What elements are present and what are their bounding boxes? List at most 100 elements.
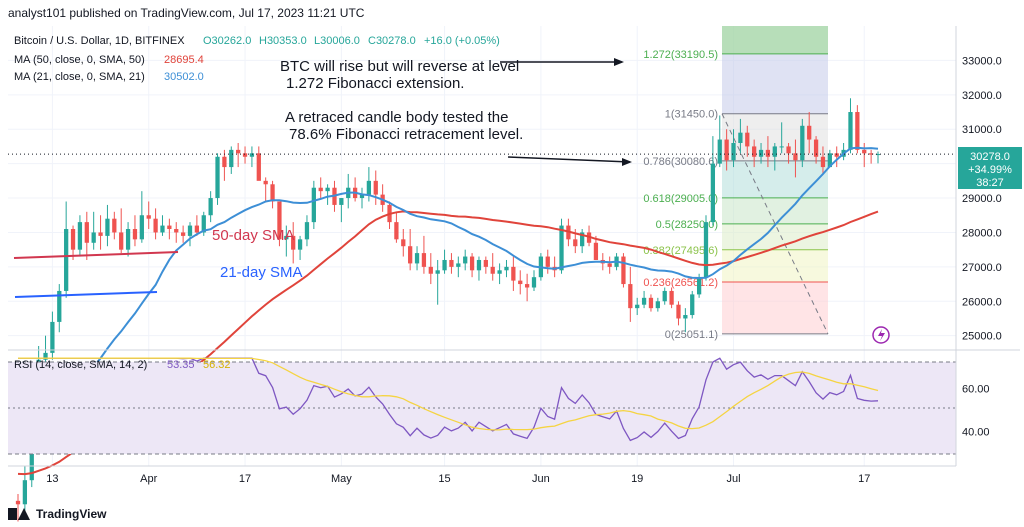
candle-body <box>366 180 372 195</box>
price-tick-label: 28000.0 <box>962 227 1002 239</box>
candle-body <box>187 225 193 236</box>
candle-body <box>263 180 268 185</box>
candle-body <box>573 239 578 247</box>
candle-body <box>710 163 716 223</box>
price-tick-label: 26000.0 <box>962 296 1002 308</box>
flash-alert-icon[interactable] <box>872 326 890 344</box>
tradingview-logo-icon <box>8 508 30 520</box>
fib-zone-extension <box>722 26 828 54</box>
candle-body <box>435 270 440 274</box>
candle-body <box>180 232 186 236</box>
arrow-head-2 <box>622 158 632 166</box>
candle-body <box>648 297 654 309</box>
candle-body <box>580 232 585 247</box>
candle-body <box>834 153 839 157</box>
candle-body <box>683 315 688 319</box>
fib-level-label: 0.618(29005.0) <box>643 193 718 205</box>
candle-body <box>15 500 21 505</box>
candle-body <box>249 153 255 157</box>
candle-body <box>132 229 138 240</box>
candle-body <box>421 253 427 267</box>
candle-body <box>628 284 633 309</box>
candle-body <box>855 112 860 150</box>
badge-timer: 38:27 <box>976 177 1004 189</box>
annotation-note1-line2: 1.272 Fibonacci extension. <box>286 75 464 92</box>
candle-body <box>786 146 791 154</box>
candle-body <box>456 263 461 267</box>
candle-body <box>91 232 96 243</box>
candle-body <box>146 215 151 219</box>
candle-body <box>174 229 179 233</box>
candle-body <box>394 222 399 240</box>
candle-body <box>222 156 227 168</box>
candle-body <box>641 297 647 305</box>
candle-body <box>545 256 550 267</box>
time-tick-label: Jul <box>726 473 740 485</box>
candle-body <box>291 235 296 250</box>
candle-body <box>236 149 241 154</box>
badge-price: 30278.0 <box>970 151 1010 163</box>
rsi-ma-line <box>18 357 879 431</box>
price-tick-label: 25000.0 <box>962 331 1002 343</box>
price-tick-label: 32000.0 <box>962 90 1002 102</box>
candle-body <box>717 139 722 164</box>
fib-level-label: 0.5(28250.0) <box>656 219 718 231</box>
annotation-arrow-2[interactable] <box>507 156 631 163</box>
candle-body <box>862 149 867 154</box>
legend-ma50-value: 28695.4 <box>164 54 204 66</box>
candle-body <box>57 290 62 322</box>
candle-body <box>277 201 282 240</box>
candle-body <box>531 277 537 288</box>
legend-change: +16.0 (+0.05%) <box>424 35 500 47</box>
candle-body <box>793 153 798 161</box>
candle-body <box>408 246 413 264</box>
legend-ma21-value: 30502.0 <box>164 71 204 83</box>
candle-body <box>752 146 757 157</box>
candle-body <box>77 222 83 250</box>
candle-body <box>98 232 103 236</box>
candle-body <box>779 146 784 148</box>
time-tick-label: Jun <box>532 473 550 485</box>
candle-body <box>696 277 702 295</box>
candle-body <box>125 229 131 250</box>
sma21-label: 21-day SMA <box>220 264 303 281</box>
candle-body <box>738 132 743 143</box>
candle-body <box>242 153 248 157</box>
candle-body <box>724 139 729 161</box>
candle-body <box>112 218 117 233</box>
trend-line-red[interactable] <box>13 251 179 259</box>
fib-level-label: 1(31450.0) <box>665 109 718 121</box>
candle-body <box>807 125 812 140</box>
arrow-head-1 <box>614 58 624 66</box>
publish-info: analyst101 published on TradingView.com,… <box>8 6 365 20</box>
annotation-note2-line1: A retraced candle body tested the <box>285 109 508 126</box>
candle-body <box>813 139 819 157</box>
candle-body <box>758 149 764 157</box>
candle-body <box>153 218 158 233</box>
fibonacci-tool[interactable]: 1.272(33190.5) 1(31450.0) 0.786(30080.6) 0.… <box>643 26 829 341</box>
candle-body <box>442 259 447 271</box>
fib-zone <box>722 281 828 334</box>
time-tick-label: 17 <box>858 473 870 485</box>
candle-body <box>827 153 832 168</box>
candle-body <box>875 154 881 156</box>
price-axis[interactable]: 33000.032000.031000.030000.029000.028000… <box>962 55 1002 342</box>
candle-body <box>84 222 89 243</box>
candle-body <box>325 187 330 192</box>
rsi-label: RSI (14, close, SMA, 14, 2) <box>14 359 147 371</box>
trend-line-blue[interactable] <box>14 291 158 298</box>
candle-body <box>70 229 76 250</box>
time-tick-label: Apr <box>140 473 157 485</box>
candle-body <box>745 132 750 147</box>
annotation-note2-line2: 78.6% Fibonacci retracement level. <box>289 126 523 143</box>
candle-body <box>201 215 206 233</box>
time-axis[interactable]: 13 Apr 17 May 15 Jun 19 Jul 17 <box>46 473 870 485</box>
candle-body <box>868 153 874 155</box>
time-tick-label: May <box>331 473 352 485</box>
rsi-axis[interactable]: 60.00 40.00 <box>962 383 990 438</box>
candle-body <box>43 352 48 360</box>
candle-body <box>490 266 495 274</box>
candle-body <box>119 232 124 250</box>
candle-body <box>414 253 420 264</box>
